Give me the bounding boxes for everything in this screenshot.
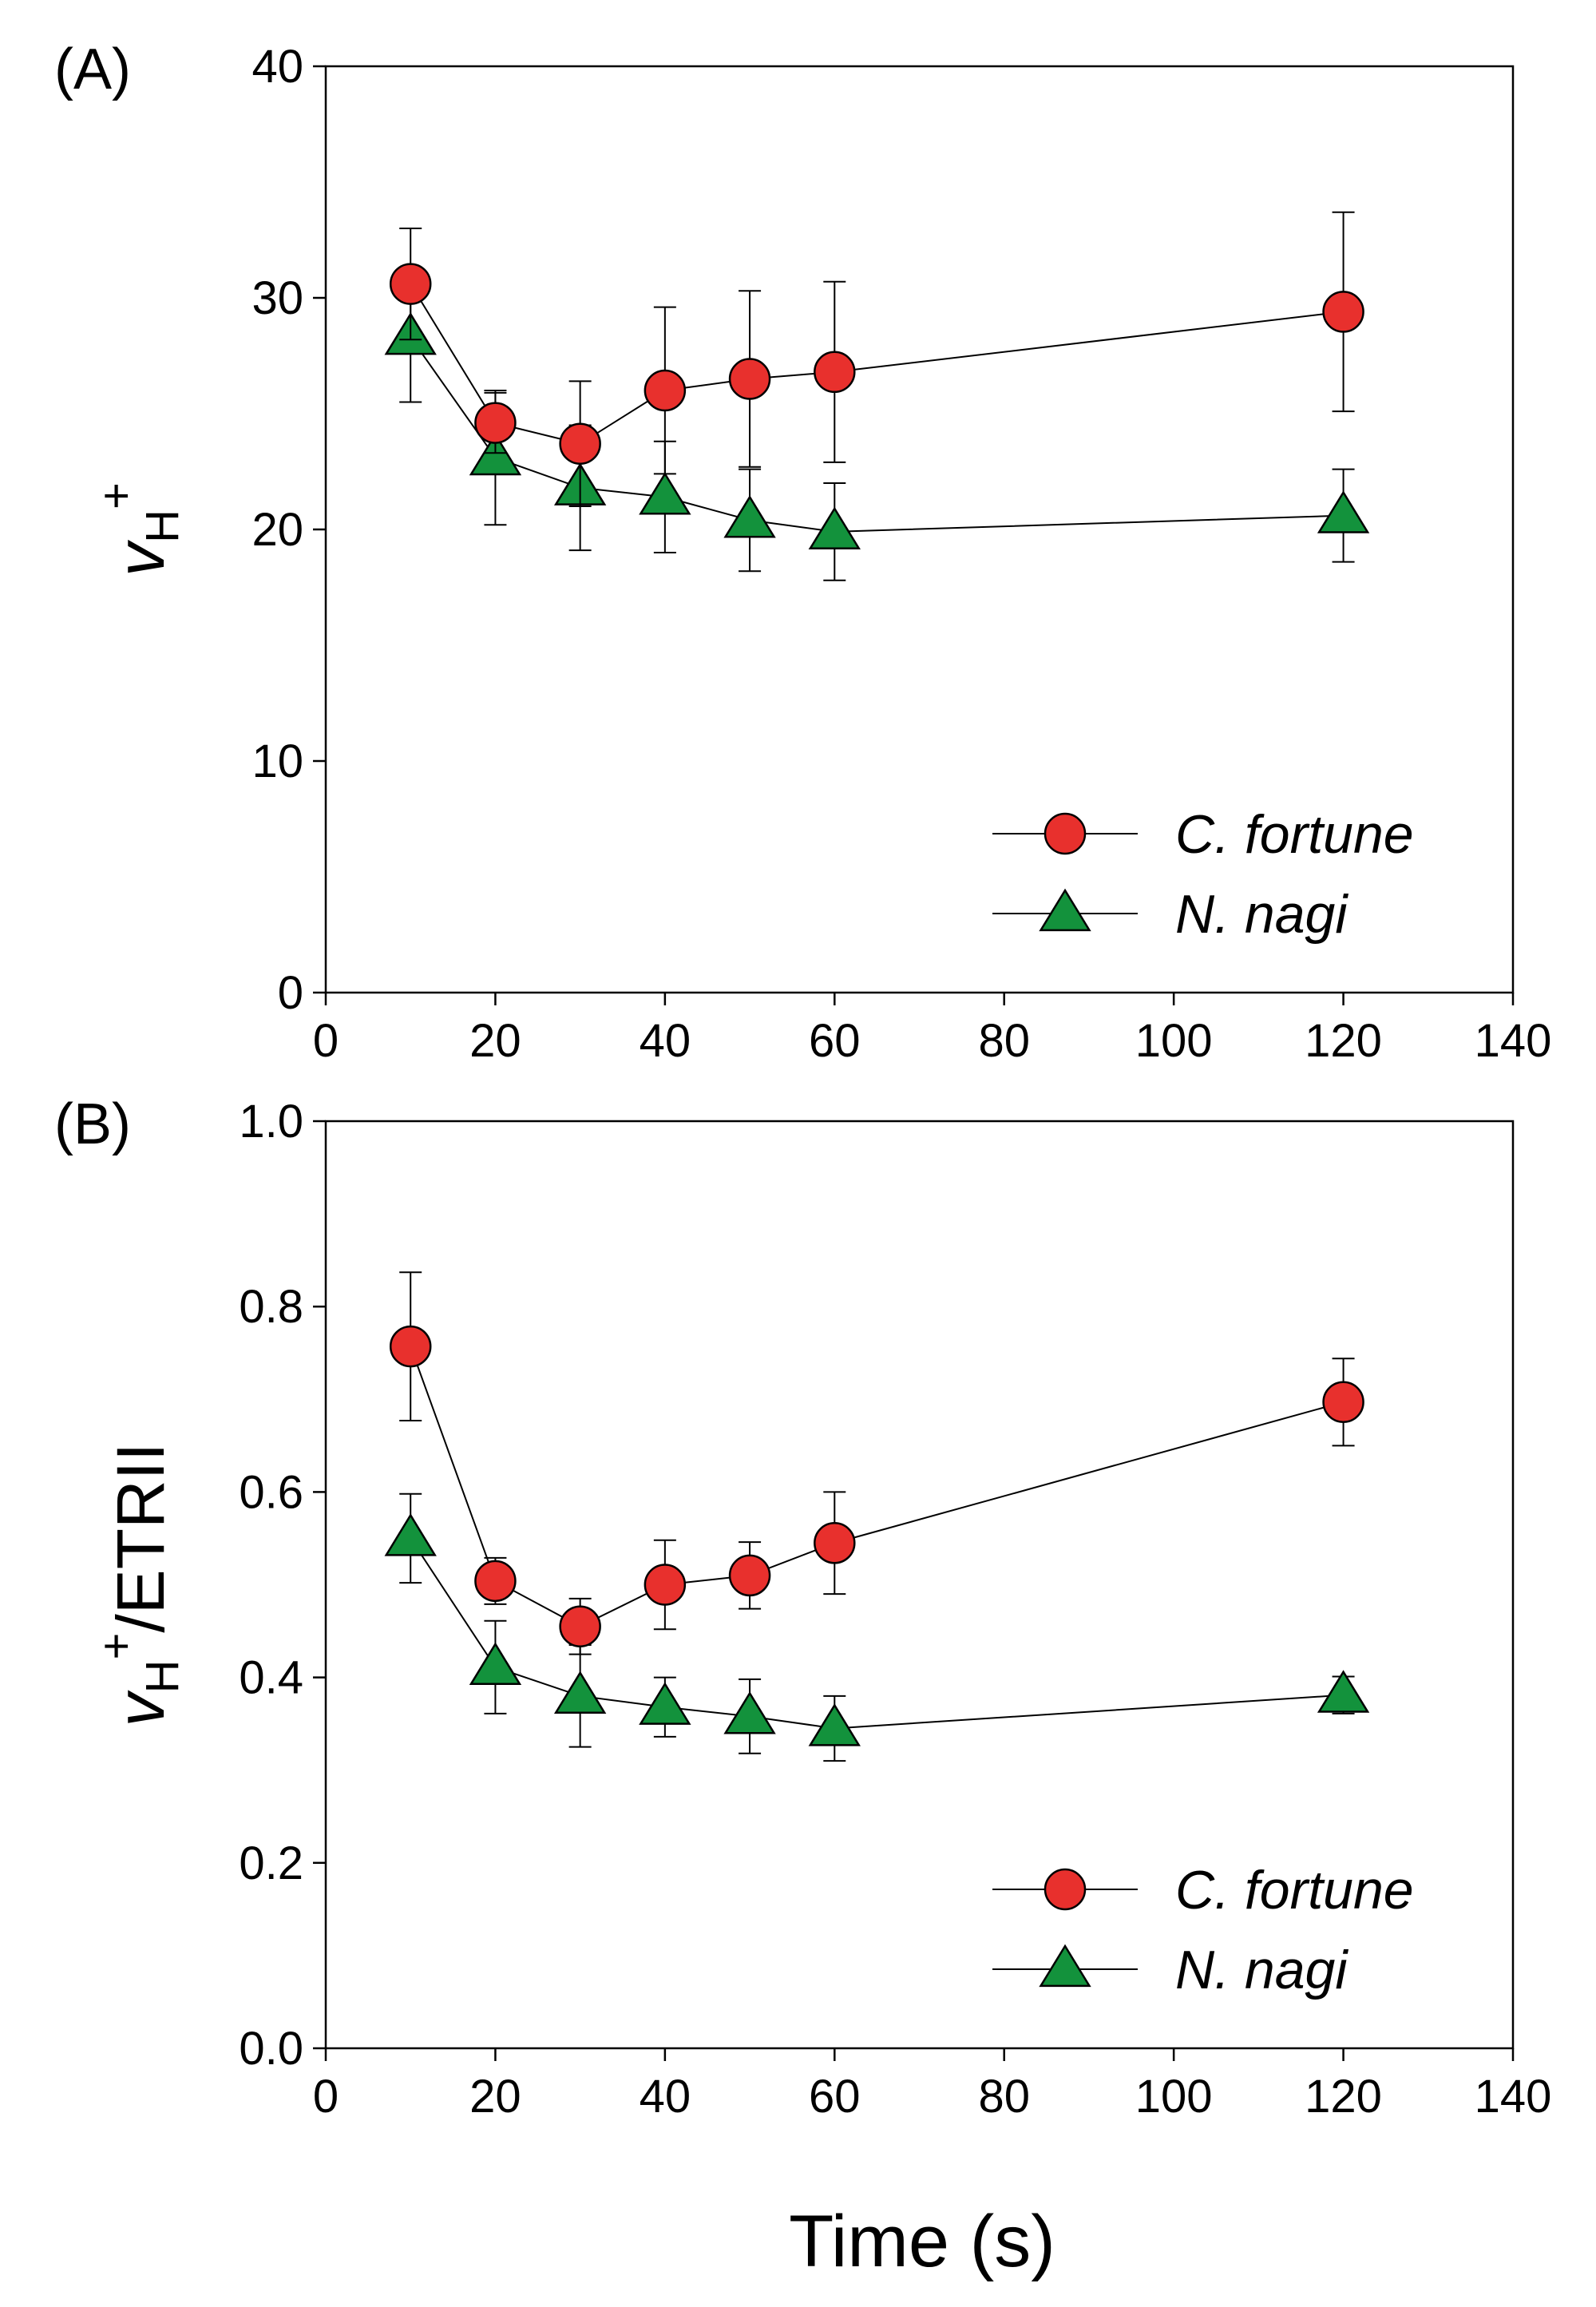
y-tick-label: 30: [251, 272, 303, 324]
y-tick-label: 40: [251, 41, 303, 93]
x-tick-label: 20: [469, 2071, 521, 2123]
series-n-nagi: [384, 272, 1370, 581]
y-tick-label: 0.4: [239, 1652, 303, 1704]
legend-marker: [1039, 888, 1091, 932]
data-point: [469, 1642, 522, 1685]
x-tick-label: 0: [313, 2071, 339, 2123]
x-tick-label: 100: [1135, 2071, 1213, 2123]
data-point: [1322, 1381, 1364, 1424]
y-tick-label: 20: [251, 504, 303, 556]
series-c-fortune: [389, 1271, 1364, 1655]
data-point: [389, 1325, 432, 1368]
x-tick-label: 140: [1475, 2071, 1552, 2123]
series-line: [410, 1346, 1344, 1627]
panel-a: 0 20 40 60 80 100 120 140 0 10 20 30 40 (A) vH+ C. fort…: [54, 38, 1551, 1067]
data-point: [639, 1682, 691, 1725]
data-point: [553, 1671, 607, 1714]
x-tick-label: 80: [978, 2071, 1030, 2123]
data-point: [639, 472, 691, 515]
data-point: [814, 1522, 856, 1564]
data-point: [723, 495, 776, 538]
y-axis-title-main: v: [103, 1689, 178, 1726]
data-point: [474, 402, 517, 444]
panel-label: (B): [54, 1092, 131, 1156]
data-point: [559, 1605, 601, 1647]
data-point: [559, 422, 601, 465]
data-point: [644, 1564, 687, 1606]
legend: C. fortune N. nagi: [992, 804, 1414, 945]
y-axis-title: vH+: [90, 482, 188, 577]
x-tick-label: 120: [1305, 1015, 1382, 1067]
series-c-fortune: [389, 211, 1364, 507]
y-tick-label: 1.0: [239, 1096, 303, 1148]
legend-label: C. fortune: [1175, 1860, 1414, 1921]
y-axis-title: vH+/ETRII: [90, 1443, 188, 1727]
data-point: [1322, 291, 1364, 333]
legend: C. fortune N. nagi: [992, 1860, 1414, 2000]
y-axis-title-main: v: [103, 539, 178, 577]
x-tick-label: 40: [640, 1015, 691, 1067]
legend-marker: [1044, 1868, 1087, 1911]
y-tick-label: 0.6: [239, 1466, 303, 1518]
data-point: [644, 369, 687, 412]
x-axis-title: Time (s): [789, 2201, 1055, 2282]
legend-label: N. nagi: [1175, 1940, 1348, 2000]
legend-marker: [1039, 1944, 1091, 1988]
data-point: [469, 432, 522, 476]
data-point: [474, 1560, 517, 1603]
data-point: [808, 506, 861, 550]
series-line: [410, 283, 1344, 445]
data-point: [384, 1513, 437, 1556]
data-point: [389, 263, 432, 305]
y-tick-label: 0.0: [239, 2023, 303, 2075]
data-point: [1317, 1670, 1370, 1713]
panel-b: 0 20 40 60 80 100 120 140 0.0 0.2 0.4 0.6 0.8 1.0 (B) v…: [54, 1092, 1551, 2123]
legend-label: N. nagi: [1175, 884, 1348, 945]
y-tick-label: 0.2: [239, 1837, 303, 1889]
y-tick-label: 0.8: [239, 1281, 303, 1333]
data-point: [728, 1554, 771, 1597]
data-point: [728, 358, 771, 400]
x-tick-label: 60: [809, 2071, 861, 2123]
panel-label: (A): [54, 38, 131, 101]
series-line: [410, 1537, 1344, 1730]
x-tick-label: 60: [809, 1015, 861, 1067]
y-tick-label: 0: [278, 967, 303, 1019]
data-point: [723, 1691, 776, 1734]
y-axis-title-sub: H: [137, 509, 188, 543]
x-tick-label: 100: [1135, 1015, 1213, 1067]
y-axis-title-sup: +: [90, 482, 142, 509]
y-axis-title-sub: H: [137, 1660, 188, 1694]
data-point: [814, 351, 856, 394]
x-tick-label: 140: [1475, 1015, 1552, 1067]
y-tick-label: 10: [251, 735, 303, 787]
x-tick-label: 120: [1305, 2071, 1382, 2123]
y-axis-title-suffix: /ETRII: [103, 1443, 178, 1633]
x-tick-label: 40: [640, 2071, 691, 2123]
x-tick-label: 80: [978, 1015, 1030, 1067]
x-tick-label: 20: [469, 1015, 521, 1067]
legend-label: C. fortune: [1175, 804, 1414, 865]
plot-frame: [324, 1120, 1515, 2050]
x-tick-label: 0: [313, 1015, 339, 1067]
data-point: [1317, 490, 1370, 533]
y-axis-title-sup: +: [90, 1633, 142, 1660]
data-point: [808, 1703, 861, 1746]
series-n-nagi: [384, 1492, 1370, 1762]
legend-marker: [1044, 812, 1087, 855]
